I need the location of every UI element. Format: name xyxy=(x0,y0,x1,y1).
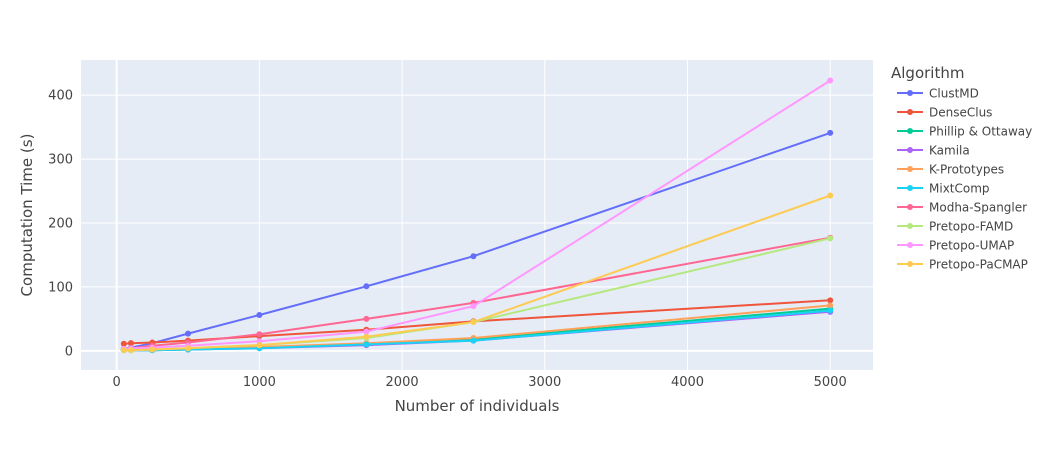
legend-label: Pretopo-UMAP xyxy=(929,238,1014,252)
data-point-modha-spangler xyxy=(256,331,263,338)
legend-title: Algorithm xyxy=(891,64,964,82)
legend-swatch-marker xyxy=(907,166,913,172)
legend-swatch-marker xyxy=(907,261,913,267)
y-tick-label: 400 xyxy=(48,89,73,104)
y-tick-label: 200 xyxy=(48,216,73,231)
data-point-clustmd xyxy=(256,312,263,319)
data-point-modha-spangler xyxy=(363,315,370,322)
data-point-mixtcomp xyxy=(470,337,477,344)
data-point-k-prototypes xyxy=(827,302,834,309)
legend-swatch-marker xyxy=(907,109,913,115)
legend-swatch-marker xyxy=(907,128,913,134)
legend-label: Pretopo-PaCMAP xyxy=(929,257,1028,271)
legend-label: MixtComp xyxy=(929,181,990,195)
plot-area xyxy=(81,60,873,370)
legend: Algorithm ClustMD DenseClus Phillip & Otta… xyxy=(891,64,1032,271)
data-point-pretopo-umap xyxy=(363,328,370,335)
series-line-pretopo-umap xyxy=(123,79,831,350)
legend-swatch-marker xyxy=(907,204,913,210)
legend-item-denseclus[interactable]: DenseClus xyxy=(897,105,992,119)
legend-swatch-marker xyxy=(907,185,913,191)
x-tick-label: 5000 xyxy=(814,375,847,390)
legend-item-modha-spangler[interactable]: Modha-Spangler xyxy=(897,200,1027,214)
data-point-clustmd xyxy=(185,330,192,337)
data-point-clustmd xyxy=(363,283,370,290)
data-point-clustmd xyxy=(827,129,834,136)
legend-item-pretopo-umap[interactable]: Pretopo-UMAP xyxy=(897,238,1014,252)
data-point-pretopo-pacmap xyxy=(827,192,834,199)
y-tick-label: 300 xyxy=(48,153,73,168)
series-layer xyxy=(120,77,834,354)
data-point-pretopo-pacmap xyxy=(363,333,370,340)
legend-item-pretopo-pacmap[interactable]: Pretopo-PaCMAP xyxy=(897,257,1028,271)
data-point-pretopo-famd xyxy=(827,235,834,242)
legend-label: Phillip & Ottaway xyxy=(929,124,1032,138)
legend-label: Pretopo-FAMD xyxy=(929,219,1013,233)
legend-item-phillip-ottaway[interactable]: Phillip & Ottaway xyxy=(897,124,1032,138)
legend-label: DenseClus xyxy=(929,105,992,119)
data-point-pretopo-pacmap xyxy=(127,347,134,354)
series-line-pretopo-pacmap xyxy=(123,194,831,352)
legend-swatch-marker xyxy=(907,147,913,153)
data-point-pretopo-pacmap xyxy=(256,342,263,349)
legend-label: Kamila xyxy=(929,143,970,157)
y-axis-ticks: 0 100 200 300 400 xyxy=(48,89,73,360)
legend-label: K-Prototypes xyxy=(929,162,1004,176)
x-axis-ticks: 0 1000 2000 3000 4000 5000 xyxy=(113,375,847,390)
y-tick-label: 0 xyxy=(65,344,73,359)
legend-item-mixtcomp[interactable]: MixtComp xyxy=(897,181,990,195)
data-point-pretopo-pacmap xyxy=(120,347,127,354)
x-tick-label: 2000 xyxy=(386,375,419,390)
x-tick-label: 0 xyxy=(113,375,121,390)
legend-item-k-prototypes[interactable]: K-Prototypes xyxy=(897,162,1004,176)
data-point-pretopo-pacmap xyxy=(149,346,156,353)
data-point-pretopo-umap xyxy=(827,77,834,84)
legend-item-pretopo-famd[interactable]: Pretopo-FAMD xyxy=(897,219,1013,233)
grid xyxy=(81,60,873,370)
data-point-denseclus xyxy=(127,340,134,347)
series-pretopo-pacmap xyxy=(120,192,834,354)
y-axis-title: Computation Time (s) xyxy=(18,134,36,297)
data-point-pretopo-pacmap xyxy=(185,345,192,352)
data-point-mixtcomp xyxy=(827,307,834,314)
data-point-pretopo-pacmap xyxy=(470,319,477,326)
x-tick-label: 1000 xyxy=(243,375,276,390)
legend-swatch-marker xyxy=(907,223,913,229)
legend-item-clustmd[interactable]: ClustMD xyxy=(897,86,979,100)
data-point-clustmd xyxy=(470,253,477,260)
x-tick-label: 3000 xyxy=(528,375,561,390)
x-axis-title: Number of individuals xyxy=(395,397,560,415)
data-point-mixtcomp xyxy=(363,341,370,348)
y-tick-label: 100 xyxy=(48,280,73,295)
legend-label: ClustMD xyxy=(929,86,979,100)
x-tick-label: 4000 xyxy=(671,375,704,390)
legend-swatch-marker xyxy=(907,90,913,96)
legend-label: Modha-Spangler xyxy=(929,200,1027,214)
legend-swatch-marker xyxy=(907,242,913,248)
data-point-pretopo-umap xyxy=(470,303,477,310)
legend-item-kamila[interactable]: Kamila xyxy=(897,143,970,157)
data-point-denseclus xyxy=(827,297,834,304)
data-point-denseclus xyxy=(120,340,127,347)
